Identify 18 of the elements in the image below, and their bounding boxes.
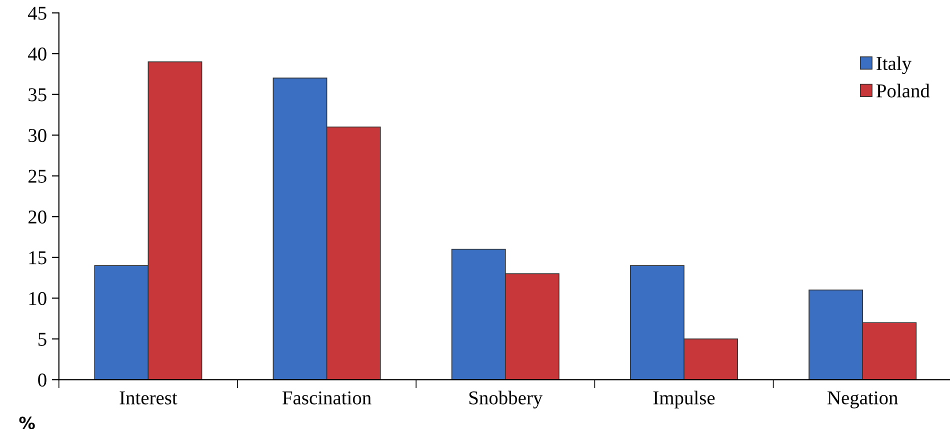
y-tick-label: 10: [29, 292, 46, 306]
y-tick-label: 0: [38, 373, 46, 387]
x-tick-label: Snobbery: [469, 390, 543, 408]
legend-label: Poland: [876, 84, 930, 98]
y-tick-label: 5: [38, 332, 46, 346]
x-tick-label: Interest: [120, 392, 178, 404]
y-tick-label: 35: [28, 88, 46, 102]
y-tick-label: 15: [29, 251, 46, 264]
y-tick-label: 25: [28, 170, 46, 183]
y-tick-label: 20: [28, 210, 46, 224]
x-tick-label: Impulse: [653, 390, 715, 408]
y-tick-label: 30: [28, 128, 46, 142]
y-axis-title: %: [19, 416, 35, 429]
y-tick-label: 40: [28, 47, 46, 61]
y-tick-label: 45: [28, 6, 46, 20]
x-tick-label: Fascination: [282, 391, 372, 404]
legend-label: Italy: [876, 56, 912, 74]
x-tick-label: Negation: [828, 391, 898, 408]
